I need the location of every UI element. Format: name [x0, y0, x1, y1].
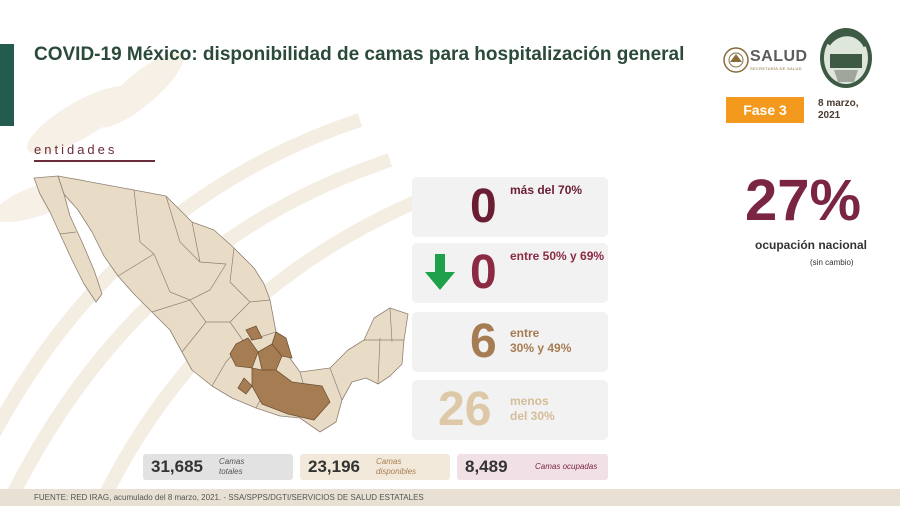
arrow-down-icon — [425, 254, 455, 290]
category-card-above-70: 0 más del 70% — [412, 177, 608, 237]
footer-bar — [0, 489, 900, 506]
count-50-69: 0 — [470, 246, 497, 299]
stat-available-beds: 23,196 Camas disponibles — [300, 454, 450, 480]
stat-total-beds: 31,685 Camas totales — [143, 454, 293, 480]
label-below-30-line-1: menos — [510, 394, 549, 408]
salud-logo — [723, 47, 749, 73]
total-beds-label-1: Camas — [219, 457, 245, 466]
label-below-30-line-2: del 30% — [510, 409, 555, 423]
section-label: entidades — [34, 142, 118, 157]
label-50-69: entre 50% y 69% — [510, 249, 605, 263]
report-date: 8 marzo, 2021 — [818, 98, 859, 122]
mexico-map — [33, 175, 409, 433]
phase-badge: Fase 3 — [726, 97, 804, 123]
national-occupancy-label: ocupación nacional — [755, 238, 868, 252]
occupied-beds-value: 8,489 — [465, 457, 508, 476]
count-above-70: 0 — [470, 180, 497, 233]
occupied-beds-label: Camas ocupadas — [535, 462, 598, 471]
label-30-49-line-2: 30% y 49% — [510, 341, 572, 355]
label-below-30: menos del 30% — [510, 394, 555, 424]
available-beds-label: Camas disponibles — [376, 457, 416, 477]
section-underline — [34, 160, 155, 162]
label-above-70: más del 70% — [510, 183, 583, 197]
available-beds-value: 23,196 — [308, 457, 360, 476]
stat-occupied-beds: 8,489 Camas ocupadas — [457, 454, 608, 480]
total-beds-label-2: totales — [219, 467, 243, 476]
label-30-49-line-1: entre — [510, 326, 540, 340]
available-beds-label-1: Camas — [376, 457, 402, 466]
logo-text: SALUD — [750, 48, 808, 65]
count-30-49: 6 — [470, 315, 497, 368]
category-card-30-49: 6 entre 30% y 49% — [412, 312, 608, 372]
date-line-1: 8 marzo, — [818, 98, 859, 109]
available-beds-label-2: disponibles — [376, 467, 417, 476]
total-beds-label: Camas totales — [219, 457, 244, 477]
national-occupancy-note: (sin cambio) — [810, 258, 854, 267]
date-line-2: 2021 — [818, 110, 841, 121]
commemorative-2021-badge — [820, 28, 872, 88]
logo-subtext: SECRETARÍA DE SALUD — [750, 66, 802, 71]
total-beds-value: 31,685 — [151, 457, 203, 476]
label-30-49: entre 30% y 49% — [510, 326, 571, 356]
accent-bar — [0, 44, 14, 126]
page-title: COVID-19 México: disponibilidad de camas… — [34, 44, 685, 65]
national-occupancy-percent: 27% — [745, 168, 862, 233]
category-card-below-30: 26 menos del 30% — [412, 380, 608, 440]
footer-source: FUENTE: RED IRAG, acumulado del 8 marzo,… — [34, 493, 424, 502]
count-below-30: 26 — [438, 383, 492, 436]
